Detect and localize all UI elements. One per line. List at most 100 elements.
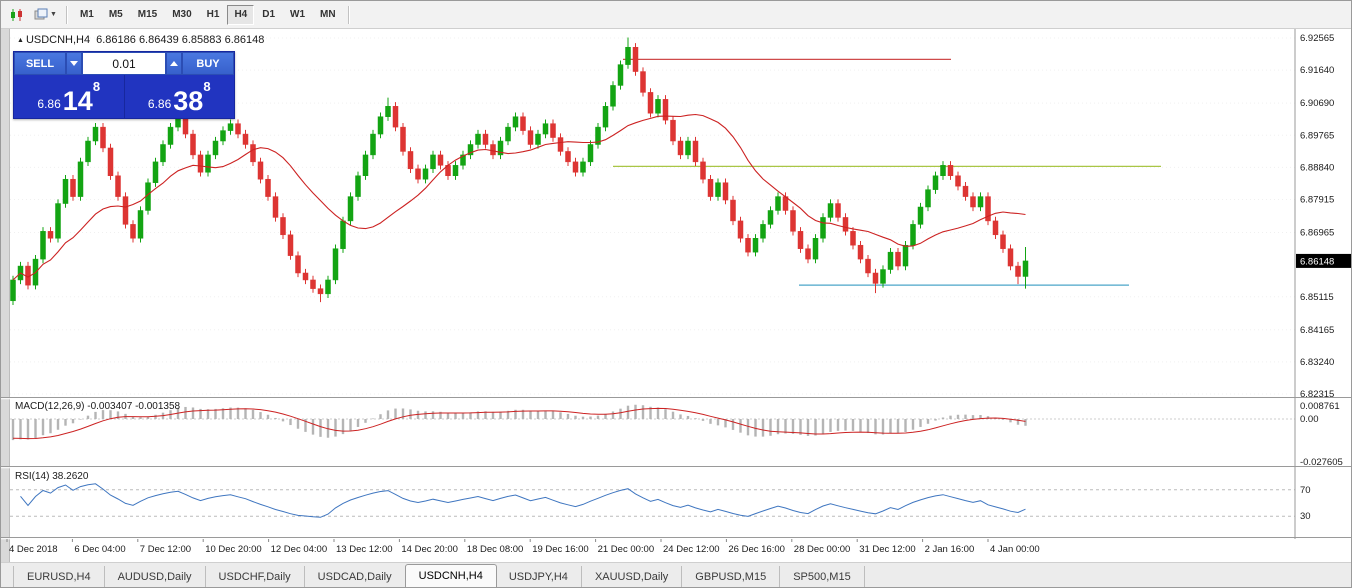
buy-price-base: 6.86 [147, 97, 172, 111]
sell-button[interactable]: SELL [14, 52, 66, 75]
svg-text:18 Dec 08:00: 18 Dec 08:00 [467, 544, 524, 555]
symbol-tab-usdjpy[interactable]: USDJPY,H4 [496, 566, 582, 587]
sell-price[interactable]: 6.86 14 8 [14, 75, 124, 118]
symbol-tab-gbpusd[interactable]: GBPUSD,M15 [682, 566, 781, 587]
rsi-line [20, 483, 1026, 518]
sell-price-base: 6.86 [37, 97, 61, 111]
svg-text:13 Dec 12:00: 13 Dec 12:00 [336, 544, 393, 555]
svg-text:-0.027605: -0.027605 [1300, 457, 1343, 468]
ma-line [12, 113, 1026, 281]
time-axis[interactable]: 4 Dec 2018 6 Dec 04:00 7 Dec 12:00 10 Dec 2… [6, 539, 1040, 555]
candlestick-style-button[interactable] [5, 4, 29, 26]
chevron-down-icon: ▼ [50, 11, 57, 18]
chart-symbol-period: USDCNH,H4 [25, 34, 91, 46]
symbol-tab-usdcad[interactable]: USDCAD,Daily [305, 566, 406, 587]
timeframe-button-m15[interactable]: M15 [131, 5, 164, 25]
symbol-tab-sp500[interactable]: SP500,M15 [780, 566, 865, 587]
svg-text:30: 30 [1300, 511, 1311, 522]
timeframe-button-h4[interactable]: H4 [227, 4, 255, 25]
candles-layer [10, 37, 1029, 305]
svg-text:6.91640: 6.91640 [1300, 65, 1334, 76]
rsi-panel [10, 483, 1295, 518]
buy-price-pips: 38 [173, 86, 204, 116]
svg-text:6.85115: 6.85115 [1300, 292, 1334, 303]
svg-text:6.83240: 6.83240 [1300, 357, 1334, 368]
symbol-marker-icon: ▲ [17, 37, 24, 44]
symbol-tab-usdcnh[interactable]: USDCNH,H4 [404, 564, 497, 587]
svg-text:6.86148: 6.86148 [1300, 256, 1334, 267]
trade-prices-row: 6.86 14 8 6.86 38 8 [14, 75, 234, 118]
price-divider [123, 75, 125, 118]
svg-text:24 Dec 12:00: 24 Dec 12:00 [663, 544, 720, 555]
symbol-tab-xauusd[interactable]: XAUUSD,Daily [582, 566, 683, 587]
svg-text:7 Dec 12:00: 7 Dec 12:00 [140, 544, 191, 555]
svg-text:6.92565: 6.92565 [1300, 33, 1334, 44]
chart-region: 6.92565 6.91640 6.90690 6.89765 6.88840 6.879… [1, 29, 1352, 562]
chart-title: ▲ USDCNH,H4 6.86186 6.86439 6.85883 6.8614… [17, 34, 264, 46]
timeframe-button-d1[interactable]: D1 [255, 5, 282, 25]
window-frame-left [1, 29, 9, 562]
svg-text:70: 70 [1300, 485, 1311, 496]
macd-label: MACD(12,26,9) -0.003407 -0.001358 [15, 401, 181, 412]
symbol-tab-eurusd[interactable]: EURUSD,H4 [13, 566, 105, 587]
svg-text:6.82315: 6.82315 [1300, 389, 1334, 400]
macd-panel [10, 404, 1295, 441]
current-price-badge: 6.86148 [1296, 253, 1351, 268]
svg-text:28 Dec 00:00: 28 Dec 00:00 [794, 544, 851, 555]
timeframe-button-mn[interactable]: MN [313, 5, 343, 25]
symbol-tab-usdchf[interactable]: USDCHF,Daily [206, 566, 305, 587]
svg-text:6.84165: 6.84165 [1300, 325, 1334, 336]
svg-text:2 Jan 16:00: 2 Jan 16:00 [925, 544, 975, 555]
svg-text:31 Dec 12:00: 31 Dec 12:00 [859, 544, 916, 555]
buy-price-point: 8 [203, 79, 211, 94]
candlestick-icon [11, 8, 22, 21]
chart-ohlc-values: 6.86186 6.86439 6.85883 6.86148 [96, 34, 265, 46]
timeframe-button-w1[interactable]: W1 [283, 5, 312, 25]
rsi-label: RSI(14) 38.2620 [15, 471, 89, 482]
svg-text:4 Dec 2018: 4 Dec 2018 [9, 544, 58, 555]
timeframe-button-m30[interactable]: M30 [165, 5, 198, 25]
lot-size-input[interactable] [82, 52, 166, 75]
svg-text:10 Dec 20:00: 10 Dec 20:00 [205, 544, 262, 555]
timeframe-toolbar: M1 M5 M15 M30 H1 H4 D1 W1 MN [73, 4, 343, 25]
sell-price-point: 8 [92, 79, 101, 94]
lot-decrease-button[interactable] [66, 52, 82, 75]
price-chart-canvas[interactable]: 6.92565 6.91640 6.90690 6.89765 6.88840 6.879… [1, 29, 1352, 562]
macd-signal-line [12, 407, 1026, 440]
buy-price[interactable]: 6.86 38 8 [125, 75, 235, 118]
svg-text:0.00: 0.00 [1300, 414, 1319, 425]
trade-controls-row: SELL BUY [14, 52, 234, 75]
toolbar-separator [65, 5, 68, 24]
svg-text:6.87915: 6.87915 [1300, 195, 1334, 206]
chevron-down-icon [70, 61, 78, 66]
chart-tab-bar: EURUSD,H4 AUDUSD,Daily USDCHF,Daily USDCAD,… [1, 562, 1351, 587]
chart-window-icon [34, 8, 48, 20]
svg-text:26 Dec 16:00: 26 Dec 16:00 [728, 544, 785, 555]
price-axis[interactable]: 6.92565 6.91640 6.90690 6.89765 6.88840 6.879… [1294, 29, 1343, 539]
chevron-up-icon [170, 61, 178, 66]
chart-tools-group: ▼ [5, 4, 61, 26]
chart-style-dropdown-button[interactable]: ▼ [30, 4, 61, 26]
svg-text:21 Dec 00:00: 21 Dec 00:00 [598, 544, 655, 555]
svg-text:6.88840: 6.88840 [1300, 162, 1334, 173]
svg-text:6.86965: 6.86965 [1300, 228, 1334, 239]
svg-text:6.90690: 6.90690 [1300, 98, 1334, 109]
svg-text:19 Dec 16:00: 19 Dec 16:00 [532, 544, 589, 555]
timeframe-button-m1[interactable]: M1 [73, 5, 101, 25]
toolbar: ▼ M1 M5 M15 M30 H1 H4 D1 W1 MN [1, 1, 1351, 29]
toolbar-separator [347, 5, 350, 24]
svg-text:12 Dec 04:00: 12 Dec 04:00 [271, 544, 328, 555]
svg-text:4 Jan 00:00: 4 Jan 00:00 [990, 544, 1040, 555]
timeframe-button-h1[interactable]: H1 [200, 5, 227, 25]
lot-increase-button[interactable] [166, 52, 182, 75]
buy-button[interactable]: BUY [182, 52, 234, 75]
symbol-tab-audusd[interactable]: AUDUSD,Daily [105, 566, 206, 587]
svg-text:6.89765: 6.89765 [1300, 130, 1334, 141]
svg-text:0.008761: 0.008761 [1300, 401, 1340, 412]
timeframe-button-m5[interactable]: M5 [102, 5, 130, 25]
svg-text:6 Dec 04:00: 6 Dec 04:00 [74, 544, 125, 555]
svg-text:14 Dec 20:00: 14 Dec 20:00 [401, 544, 458, 555]
sell-price-pips: 14 [62, 86, 93, 116]
